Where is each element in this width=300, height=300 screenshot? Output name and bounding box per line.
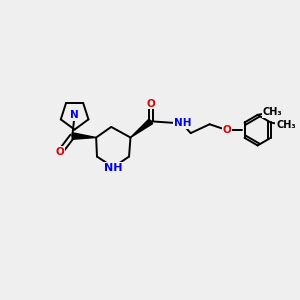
Text: CH₃: CH₃ (263, 107, 283, 118)
Text: O: O (56, 147, 64, 157)
Text: NH: NH (104, 163, 123, 173)
Polygon shape (72, 133, 96, 139)
Text: NH: NH (174, 118, 192, 128)
Text: O: O (223, 125, 231, 135)
Text: CH₃: CH₃ (276, 120, 296, 130)
Text: O: O (146, 99, 155, 109)
Text: N: N (70, 110, 79, 120)
Polygon shape (130, 119, 153, 137)
